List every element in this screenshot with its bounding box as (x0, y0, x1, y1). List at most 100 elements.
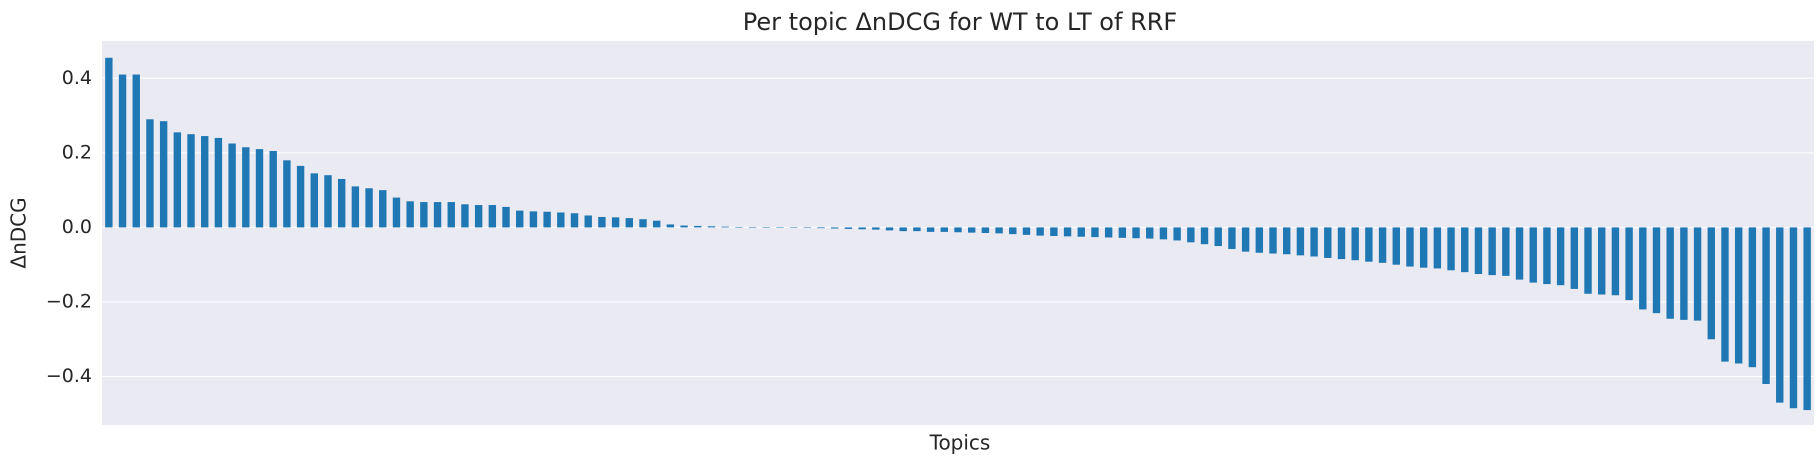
bar (187, 134, 195, 228)
bar (1118, 227, 1127, 238)
bar (844, 227, 853, 229)
y-tick-label: −0.4 (46, 365, 92, 387)
bar (105, 57, 113, 228)
bar (502, 206, 510, 228)
bar (1598, 227, 1606, 295)
bar (1063, 227, 1072, 237)
bar (1365, 227, 1373, 262)
bar (310, 173, 318, 228)
bar (1173, 227, 1181, 241)
bar (516, 210, 524, 228)
bar (940, 227, 949, 232)
bar (1036, 227, 1044, 236)
bar (1406, 227, 1414, 267)
bar (1762, 227, 1770, 384)
bar (584, 215, 592, 228)
bar (1296, 227, 1305, 256)
bar (1721, 227, 1729, 362)
bar (1570, 227, 1579, 289)
bar (831, 227, 839, 229)
bar (570, 213, 579, 228)
y-axis-label: ΔnDCG (7, 197, 31, 268)
bars (105, 57, 1811, 411)
bar (1255, 227, 1264, 253)
bar (1474, 227, 1483, 275)
bar (652, 220, 661, 228)
bar (269, 150, 277, 228)
bar (954, 227, 962, 233)
bar (488, 205, 497, 228)
bar (1502, 227, 1510, 276)
bar (1146, 227, 1154, 239)
bar (1693, 227, 1702, 321)
bar (1433, 227, 1442, 269)
bar (474, 205, 483, 228)
bar (1625, 227, 1633, 301)
bar (1378, 227, 1387, 263)
bar (118, 74, 127, 228)
bar (885, 227, 894, 231)
bar (159, 121, 168, 228)
bar (1748, 227, 1757, 368)
bar (1132, 227, 1140, 239)
bar (1639, 227, 1647, 310)
bar (1050, 227, 1058, 236)
bar (433, 202, 442, 228)
bar (1789, 227, 1798, 409)
bar (1104, 227, 1113, 238)
bar (598, 216, 606, 228)
bar (1159, 227, 1168, 240)
bar (1707, 227, 1715, 340)
bar (1447, 227, 1455, 271)
bar (228, 143, 236, 228)
bar (1680, 227, 1688, 320)
bar (913, 227, 921, 232)
bar (776, 227, 784, 228)
bar (735, 227, 743, 228)
bar (1077, 227, 1085, 237)
bar (242, 147, 250, 228)
bar (447, 202, 455, 228)
bar (1461, 227, 1469, 273)
bar (967, 227, 976, 233)
bar (283, 160, 291, 228)
y-tick-label: −0.2 (46, 290, 92, 312)
bar (392, 197, 401, 228)
bar (625, 218, 633, 228)
bar (351, 186, 360, 228)
bar (817, 227, 825, 229)
bar (803, 227, 812, 228)
bar (1652, 227, 1661, 314)
y-tick-label: 0.4 (62, 67, 92, 89)
bar (420, 202, 428, 228)
bar (132, 74, 140, 228)
bar (1543, 227, 1551, 285)
bar (1611, 227, 1620, 296)
bar (214, 137, 223, 228)
bar (1269, 227, 1277, 254)
bar (365, 188, 373, 228)
bar (1734, 227, 1743, 364)
bar (1666, 227, 1674, 319)
bar (858, 227, 866, 230)
bar (1392, 227, 1400, 265)
bar (1488, 227, 1496, 276)
bar (379, 190, 387, 228)
bar (748, 227, 757, 228)
x-axis-label: Topics (929, 431, 991, 455)
bar (926, 227, 935, 232)
bar (1584, 227, 1592, 294)
bar (1187, 227, 1195, 243)
y-tick-label: 0.0 (62, 216, 92, 238)
bar (611, 217, 620, 228)
bar (324, 175, 332, 228)
y-tick-label: 0.2 (62, 141, 92, 163)
bar (173, 132, 182, 228)
plot-background (102, 41, 1814, 425)
bar (762, 227, 770, 228)
bar (1241, 227, 1250, 252)
bar (666, 224, 675, 228)
bar (1515, 227, 1524, 280)
bar (639, 219, 647, 228)
bar (1228, 227, 1236, 250)
